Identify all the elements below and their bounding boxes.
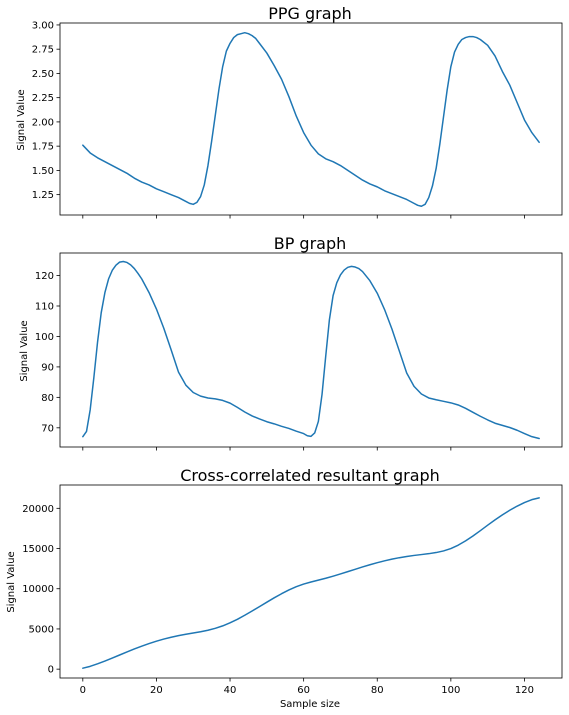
cross-correlation-plot-area: 0 20 40 60 80 100 120 0 5000 10000 15000 20000	[22, 484, 563, 696]
ppg-y-tick-label-4: 2.25	[32, 93, 54, 104]
cross-correlation-panel: Cross-correlated resultant graph 0 20 40 60…	[6, 466, 563, 710]
cross-correlation-x-tick-label-0: 0	[80, 685, 86, 696]
bp-plot-area: 70 80 90 100 110 120	[35, 252, 563, 451]
ppg-y-tick-label-0: 1.25	[32, 190, 54, 201]
cross-correlation-y-tick-label-1: 5000	[29, 624, 54, 635]
cross-correlation-x-axis-label: Sample size	[280, 699, 340, 710]
ppg-y-tick-label-2: 1.75	[32, 142, 54, 153]
bp-title: BP graph	[274, 234, 347, 253]
cross-correlation-title: Cross-correlated resultant graph	[180, 466, 440, 485]
bp-y-tick-label-2: 90	[41, 362, 54, 373]
bp-y-tick-label-1: 80	[41, 393, 54, 404]
cross-correlation-y-tick-label-2: 10000	[22, 584, 54, 595]
cross-correlation-x-tick-label-60: 60	[297, 685, 310, 696]
ppg-y-tick-label-1: 1.50	[32, 166, 54, 177]
cross-correlation-x-tick-label-100: 100	[441, 685, 460, 696]
bp-axes-frame	[59, 252, 563, 448]
bp-panel: BP graph 70 80 90 100 110 120 Signal Value	[19, 234, 563, 451]
bp-series-line-0	[82, 260, 540, 440]
ppg-series-line-0	[82, 31, 540, 208]
cross-correlation-x-tick-label-20: 20	[150, 685, 163, 696]
bp-y-tick-label-4: 110	[35, 301, 54, 312]
cross-correlation-x-tick-label-120: 120	[515, 685, 534, 696]
ppg-y-tick-label-6: 2.75	[32, 45, 54, 56]
cross-correlation-y-tick-label-4: 20000	[22, 504, 54, 515]
bp-y-tick-label-3: 100	[35, 332, 54, 343]
ppg-axes-frame	[59, 22, 563, 216]
ppg-plot-area: 1.25 1.50 1.75 2.00 2.25 2.50 2.75 3.00	[32, 20, 563, 219]
ppg-title: PPG graph	[268, 4, 352, 23]
cross-correlation-y-axis-label: Signal Value	[6, 551, 17, 612]
cross-correlation-series-line-0	[82, 497, 540, 669]
cross-correlation-x-tick-label-40: 40	[224, 685, 237, 696]
cross-correlation-y-tick-label-0: 0	[48, 665, 54, 676]
ppg-y-tick-label-7: 3.00	[32, 20, 54, 31]
cross-correlation-x-tick-label-80: 80	[371, 685, 384, 696]
ppg-panel: PPG graph 1.25 1.50 1.75 2.00 2.25 2.50 2.75 3.…	[16, 4, 563, 219]
ppg-y-tick-label-3: 2.00	[32, 117, 54, 128]
bp-y-tick-label-5: 120	[35, 271, 54, 282]
bp-y-axis-label: Signal Value	[19, 320, 30, 381]
cross-correlation-axes-frame	[59, 484, 563, 679]
cross-correlation-y-tick-label-3: 15000	[22, 544, 54, 555]
ppg-y-axis-label: Signal Value	[16, 89, 27, 150]
bp-y-tick-label-0: 70	[41, 423, 54, 434]
ppg-y-tick-label-5: 2.50	[32, 69, 54, 80]
